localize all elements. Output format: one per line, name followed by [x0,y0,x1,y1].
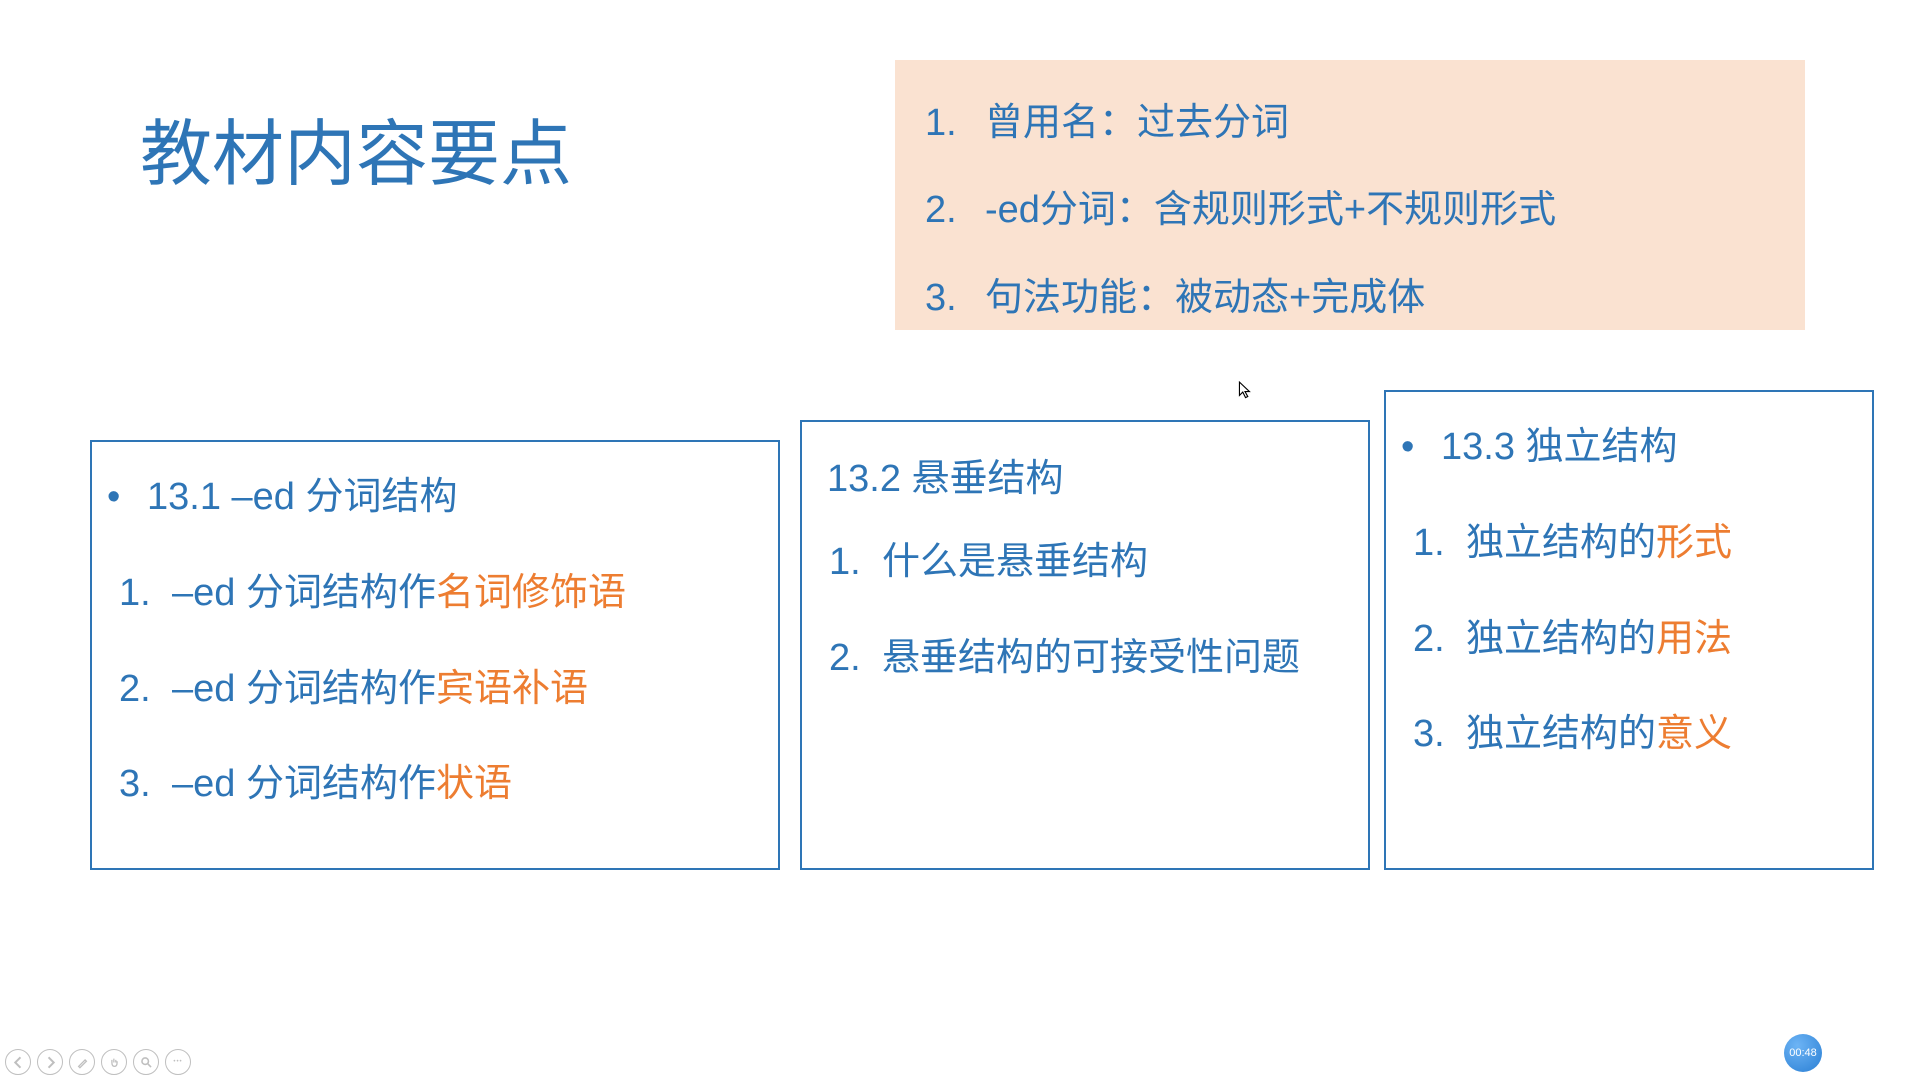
summary-item: 3. 句法功能：被动态+完成体 [925,255,1775,342]
section-heading: • 13.3 独立结构 [1401,417,1857,478]
prev-button[interactable] [5,1049,31,1075]
item-number: 2. [925,167,985,254]
item-text: 什么是悬垂结构 [882,532,1148,593]
bullet-icon: • [107,467,147,528]
item-text: 独立结构的形式 [1466,513,1732,574]
list-item: 2. 悬垂结构的可接受性问题 [817,628,1353,689]
item-number: 2. [107,659,172,720]
item-text: 句法功能：被动态+完成体 [985,255,1425,342]
list-item: 3. –ed 分词结构作状语 [107,754,763,815]
next-button[interactable] [37,1049,63,1075]
item-text: –ed 分词结构作名词修饰语 [172,563,626,624]
item-number: 1. [925,80,985,167]
slide-title: 教材内容要点 [140,95,572,200]
item-text: 悬垂结构的可接受性问题 [882,628,1300,689]
section-heading: • 13.1 –ed 分词结构 [107,467,763,528]
pen-button[interactable] [69,1049,95,1075]
summary-box: 1. 曾用名：过去分词 2. -ed分词：含规则形式+不规则形式 3. 句法功能… [895,60,1805,330]
summary-item: 1. 曾用名：过去分词 [925,80,1775,167]
item-text: –ed 分词结构作宾语补语 [172,659,588,720]
item-text: 独立结构的用法 [1466,609,1732,670]
heading-text: 13.3 独立结构 [1441,417,1678,478]
item-number: 3. [107,754,172,815]
list-item: 1. 独立结构的形式 [1401,513,1857,574]
item-text: 曾用名：过去分词 [985,80,1289,167]
item-number: 1. [107,563,172,624]
cursor-icon [1238,381,1252,401]
section-box-3: • 13.3 独立结构 1. 独立结构的形式 2. 独立结构的用法 3. 独立结… [1384,390,1874,870]
zoom-button[interactable] [133,1049,159,1075]
section-box-1: • 13.1 –ed 分词结构 1. –ed 分词结构作名词修饰语 2. –ed… [90,440,780,870]
more-button[interactable]: ••• [165,1049,191,1075]
list-item: 2. 独立结构的用法 [1401,609,1857,670]
heading-text: 13.1 –ed 分词结构 [147,467,457,528]
item-text: –ed 分词结构作状语 [172,754,512,815]
item-number: 3. [925,255,985,342]
timer-badge[interactable]: 00:48 [1784,1034,1822,1072]
list-item: 1. 什么是悬垂结构 [817,532,1353,593]
list-item: 2. –ed 分词结构作宾语补语 [107,659,763,720]
more-icon: ••• [173,1059,182,1065]
bullet-icon: • [1401,417,1441,478]
item-number: 1. [817,532,882,593]
section-box-2: 13.2 悬垂结构 1. 什么是悬垂结构 2. 悬垂结构的可接受性问题 [800,420,1370,870]
item-text: -ed分词：含规则形式+不规则形式 [985,167,1556,254]
item-number: 2. [1401,609,1466,670]
summary-item: 2. -ed分词：含规则形式+不规则形式 [925,167,1775,254]
item-number: 2. [817,628,882,689]
presentation-toolbar: ••• [5,1049,191,1075]
hand-button[interactable] [101,1049,127,1075]
item-text: 独立结构的意义 [1466,704,1732,765]
item-number: 1. [1401,513,1466,574]
item-number: 3. [1401,704,1466,765]
section-heading: 13.2 悬垂结构 [817,447,1353,502]
list-item: 3. 独立结构的意义 [1401,704,1857,765]
list-item: 1. –ed 分词结构作名词修饰语 [107,563,763,624]
